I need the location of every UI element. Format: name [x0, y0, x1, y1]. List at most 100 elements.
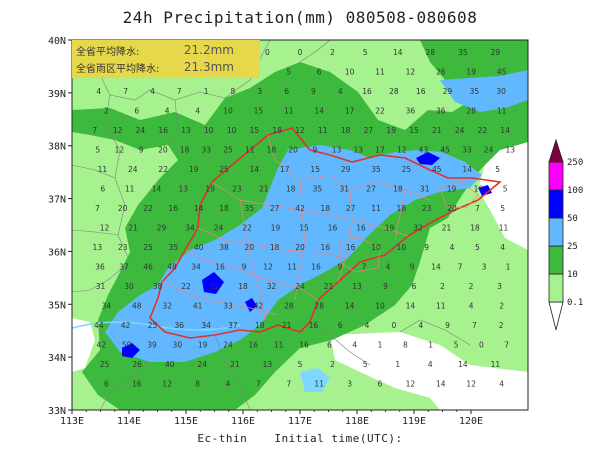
station-value: 35 [458, 48, 468, 57]
station-value: 7 [472, 321, 477, 330]
station-value: 23 [422, 204, 432, 213]
station-value: 9 [139, 146, 144, 155]
station-value: 35 [470, 87, 480, 96]
station-value: 24 [198, 360, 208, 369]
station-value: 10 [204, 126, 214, 135]
station-value: 4 [386, 263, 391, 272]
station-value: 42 [295, 204, 305, 213]
station-value: 6 [338, 321, 343, 330]
station-value: 42 [121, 321, 131, 330]
station-value: 14 [431, 263, 441, 272]
station-value: 45 [497, 68, 507, 77]
station-value: 6 [100, 185, 105, 194]
station-value: 0 [479, 341, 484, 350]
station-value: 7 [458, 263, 463, 272]
station-value: 36 [95, 263, 105, 272]
initial-time-label: Initial time(UTC): [274, 432, 403, 445]
station-value: 13 [506, 146, 516, 155]
rain-50mm-area [122, 343, 140, 358]
station-value: 36 [436, 107, 446, 116]
legend-label: 250 [567, 158, 583, 168]
station-value: 10 [345, 68, 355, 77]
station-value: 1 [395, 360, 400, 369]
station-value: 21 [324, 282, 334, 291]
station-value: 22 [181, 282, 191, 291]
station-value: 24 [455, 126, 465, 135]
station-value: 10 [375, 302, 385, 311]
station-value: 22 [158, 165, 168, 174]
station-value: 2 [440, 282, 445, 291]
station-value: 19 [466, 68, 476, 77]
station-value: 20 [447, 204, 457, 213]
station-value: 14 [194, 204, 204, 213]
legend-label: 10 [567, 270, 578, 280]
station-value: 11 [284, 107, 294, 116]
station-value: 18 [286, 185, 296, 194]
color-legend: 0.1 10 25 50 100 250 [548, 138, 583, 331]
station-value: 7 [177, 87, 182, 96]
legend-swatch [548, 273, 564, 303]
station-value: 18 [219, 204, 229, 213]
station-value: 34 [191, 263, 201, 272]
station-value: 7 [256, 380, 261, 389]
station-value: 5 [298, 360, 303, 369]
x-tick-label: 120E [459, 416, 483, 427]
station-value: 4 [499, 380, 504, 389]
station-value: 22 [242, 224, 252, 233]
station-value: 3 [497, 282, 502, 291]
station-value: 32 [162, 302, 172, 311]
y-tick-label: 40N [48, 36, 66, 47]
station-value: 0 [265, 48, 270, 57]
station-value: 14 [393, 48, 403, 57]
station-value: 9 [338, 263, 343, 272]
station-value: 12 [466, 380, 476, 389]
station-value: 4 [150, 87, 155, 96]
station-value: 46 [143, 263, 153, 272]
station-value: 21 [259, 185, 269, 194]
y-tick-label: 35N [48, 300, 66, 311]
station-value: 37 [228, 321, 238, 330]
station-value: 25 [219, 165, 229, 174]
station-value: 24 [136, 126, 146, 135]
legend-swatch [548, 245, 564, 275]
station-value: 12 [162, 380, 172, 389]
station-value: 2 [499, 321, 504, 330]
station-value: 12 [113, 126, 123, 135]
y-axis: 40N 39N 38N 37N 36N 35N 34N 33N [48, 36, 72, 417]
station-value: 13 [332, 146, 342, 155]
legend-swatch [548, 189, 564, 219]
station-value: 6 [412, 282, 417, 291]
station-value: 21 [442, 224, 452, 233]
station-value: 23 [232, 185, 242, 194]
station-value: 20 [158, 146, 168, 155]
station-value: 33 [462, 146, 472, 155]
station-value: 10 [371, 243, 381, 252]
station-value: 11 [375, 68, 385, 77]
station-value: 14 [462, 165, 472, 174]
station-value: 15 [254, 107, 264, 116]
station-value: 20 [288, 146, 298, 155]
station-value: 5 [495, 165, 500, 174]
no-rain-area [478, 140, 528, 250]
station-value: 16 [346, 243, 356, 252]
station-value: 16 [215, 263, 225, 272]
station-value: 7 [286, 380, 291, 389]
province-mean-label: 全省平均降水: [76, 47, 140, 58]
station-value: 28 [284, 302, 294, 311]
station-value: 2 [330, 360, 335, 369]
station-value: 4 [365, 321, 370, 330]
station-value: 45 [440, 146, 450, 155]
station-value: 12 [263, 263, 273, 272]
station-value: 18 [393, 185, 403, 194]
province-boundary [149, 127, 502, 339]
station-value: 12 [115, 146, 125, 155]
station-value: 18 [397, 204, 407, 213]
station-value: 4 [165, 107, 170, 116]
y-tick-label: 33N [48, 406, 66, 417]
station-value: 18 [341, 126, 351, 135]
station-value: 24 [295, 282, 305, 291]
station-value: 4 [428, 360, 433, 369]
station-value: 14 [314, 107, 324, 116]
station-value: 3 [347, 380, 352, 389]
station-value: 38 [153, 282, 163, 291]
